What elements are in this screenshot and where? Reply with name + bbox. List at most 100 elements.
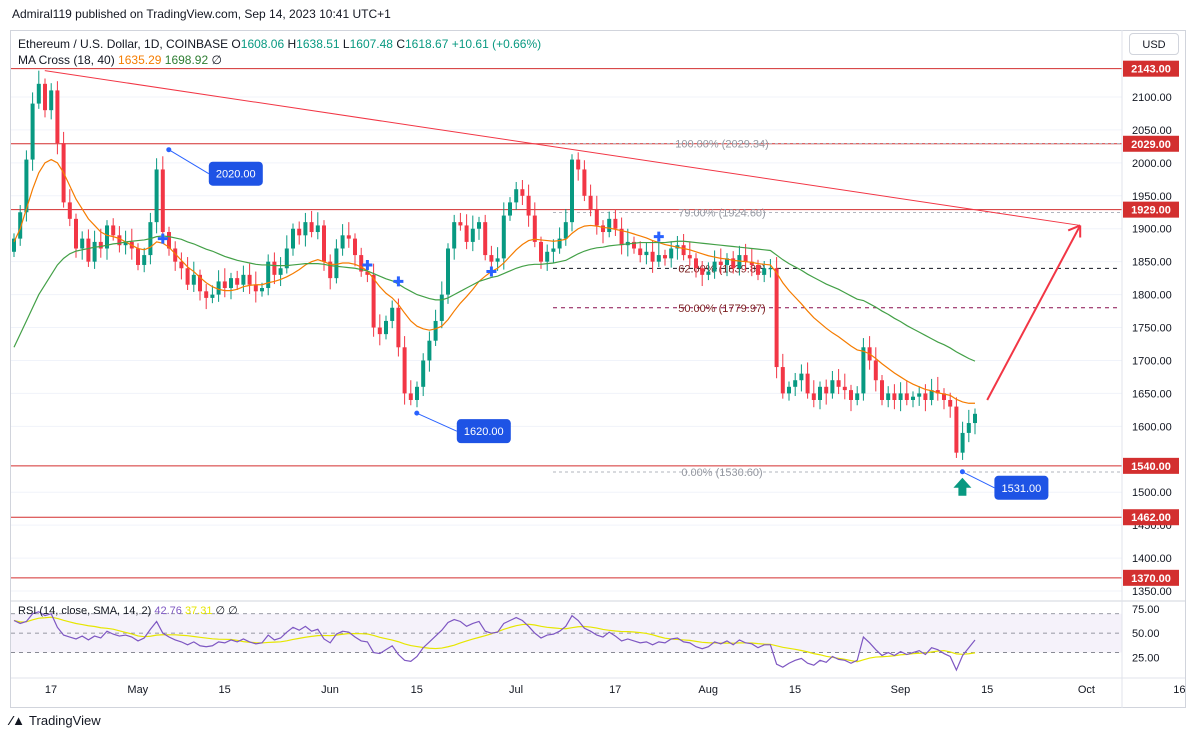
x-tick-label: Jun (321, 684, 339, 696)
callout-label: 1620.00 (464, 426, 504, 438)
candle-body (539, 241, 543, 262)
candle-body (917, 393, 922, 397)
candle-body (377, 327, 382, 335)
y-tick-label: 1500.00 (1132, 487, 1172, 499)
rsi-sma-value: 37.31 (184, 605, 213, 617)
high-value: 1638.51 (296, 37, 340, 51)
publish-header: Admiral119 published on TradingView.com,… (0, 0, 1195, 30)
candle-body (483, 222, 488, 256)
candle-body (669, 248, 674, 259)
candle-body (532, 215, 537, 242)
candle-body (935, 390, 940, 394)
candle-body (241, 274, 246, 285)
candle-body (390, 307, 395, 321)
candle-body (948, 399, 953, 407)
candle-body (756, 264, 760, 275)
rsi-tick-label: 50.00 (1132, 628, 1160, 640)
candle-body (774, 268, 779, 368)
rsi-tick-label: 75.00 (1132, 604, 1160, 616)
y-tick-label: 2050.00 (1132, 125, 1172, 137)
callout-leader (416, 412, 458, 432)
level-badge-label: 1540.00 (1131, 461, 1171, 473)
candle-body (229, 278, 233, 289)
fib-label: 79.00% (1924.60) (678, 208, 765, 220)
candle-body (601, 225, 605, 233)
candle-body (92, 241, 97, 262)
callout-label: 1531.00 (1002, 483, 1042, 495)
candle-body (954, 406, 959, 453)
x-tick-label: 16 (1173, 684, 1185, 696)
candle-body (805, 373, 810, 394)
rsi-value: 42.76 (154, 605, 182, 617)
candle-body (551, 248, 556, 252)
x-tick-label: May (127, 684, 148, 696)
candle-body (303, 222, 308, 236)
y-tick-label: 1700.00 (1132, 355, 1172, 367)
candle-body (105, 225, 109, 249)
rsi-label[interactable]: RSI (14, close, SMA, 14, 2) (18, 605, 152, 617)
level-badge-label: 1370.00 (1131, 573, 1171, 585)
candle-body (780, 367, 785, 394)
candle-body (718, 261, 723, 265)
candle-body (24, 159, 29, 213)
candle-body (408, 393, 413, 400)
level-badge (1123, 509, 1179, 526)
candle-body (216, 281, 221, 295)
level-badge-label: 1462.00 (1131, 512, 1171, 524)
currency-button[interactable]: USD (1129, 33, 1179, 55)
publish-line: Admiral119 published on TradingView.com,… (12, 7, 391, 21)
tradingview-logo-icon: ⁄▲ (10, 713, 26, 728)
x-tick-label: 15 (981, 684, 993, 696)
candle-body (787, 386, 791, 394)
x-tick-label: Aug (698, 684, 718, 696)
candle-body (365, 271, 370, 275)
candle-body (464, 225, 469, 242)
candle-body (322, 225, 326, 262)
candle-body (470, 228, 475, 242)
candle-body (613, 218, 618, 229)
candle-body (929, 390, 934, 400)
symbol-title[interactable]: Ethereum / U.S. Dollar, 1D, COINBASE (18, 37, 229, 51)
candle-body (694, 258, 698, 269)
candle-body (371, 274, 376, 328)
candle-body (731, 258, 736, 269)
candle-body (402, 347, 407, 394)
y-tick-label: 1750.00 (1132, 323, 1172, 335)
candle-body (328, 261, 333, 279)
open-value: 1608.06 (240, 37, 285, 51)
candle-body (501, 215, 506, 259)
candle-body (793, 380, 798, 387)
candle-body (545, 251, 550, 262)
candle-body (966, 423, 971, 433)
x-tick-label: 17 (45, 684, 57, 696)
candle-body (514, 189, 519, 203)
candle-body (86, 238, 91, 262)
candle-body (855, 393, 860, 400)
chart-legend: Ethereum / U.S. Dollar, 1D, COINBASE O16… (18, 36, 541, 68)
candle-body (396, 307, 401, 348)
candle-body (384, 320, 388, 335)
candle-body (508, 202, 512, 216)
candle-body (656, 255, 661, 262)
candle-body (892, 393, 897, 400)
fib-label: 0.00% (1530.60) (681, 467, 762, 479)
candle-body (291, 228, 295, 249)
fib-label: 50.00% (1779.97) (678, 303, 765, 315)
candle-body (911, 396, 915, 400)
y-tick-label: 1850.00 (1132, 257, 1172, 269)
candle-body (489, 255, 494, 262)
level-badge (1123, 569, 1179, 586)
low-value: 1607.48 (349, 37, 393, 51)
close-key: C (396, 37, 405, 51)
ma-cross-label[interactable]: MA Cross (18, 40) (18, 53, 115, 67)
candle-body (142, 255, 147, 265)
candle-body (873, 360, 878, 381)
candle-body (799, 373, 804, 381)
candle-body (272, 261, 277, 275)
candle-body (80, 238, 85, 249)
candle-body (520, 189, 525, 196)
candle-body (749, 261, 754, 265)
candle-body (315, 225, 320, 233)
candle-body (266, 261, 271, 289)
